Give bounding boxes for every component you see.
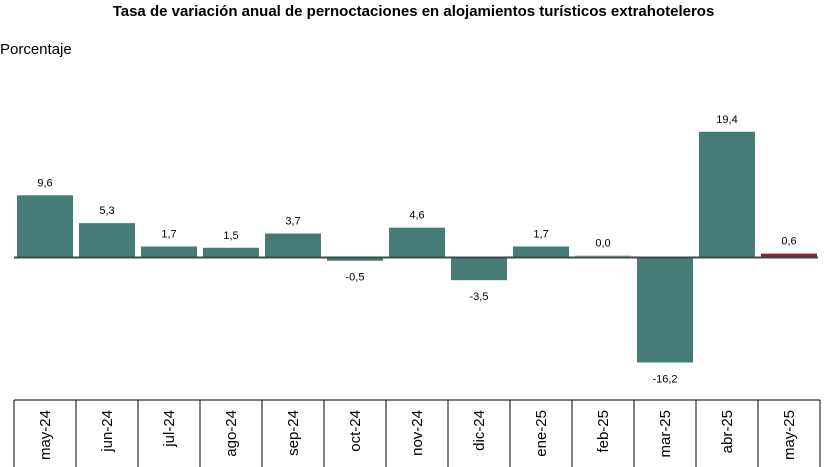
value-label-ene-25: 1,7 [533,228,548,240]
axis-layer [13,256,821,467]
value-label-may-25: 0,6 [781,236,796,248]
bar-sep-24 [265,233,321,258]
x-tick-label-jul-24: jul-24 [161,410,178,448]
value-label-may-24: 9,6 [37,177,52,189]
value-label-dic-24: -3,5 [470,291,489,303]
value-label-nov-24: 4,6 [409,210,424,222]
bar-jul-24 [141,246,197,258]
bar-ago-24 [203,247,259,258]
bar-mar-25 [637,257,693,363]
chart-title: Tasa de variación anual de pernoctacione… [112,3,715,20]
x-tick-label-sep-24: sep-24 [285,410,302,456]
value-label-mar-25: -16,2 [652,373,677,385]
value-label-abr-25: 19,4 [716,114,737,126]
bar-nov-24 [389,227,445,258]
value-label-oct-24: -0,5 [346,272,365,284]
x-tick-label-jun-24: jun-24 [99,410,116,453]
x-tick-label-dic-24: dic-24 [471,410,488,451]
x-tick-label-mar-25: mar-25 [657,410,674,458]
x-tick-label-oct-24: oct-24 [347,410,364,452]
x-tick-label-abr-25: abr-25 [719,410,736,453]
bar-abr-25 [699,131,755,258]
value-label-jul-24: 1,7 [161,228,176,240]
bar-ene-25 [513,246,569,258]
bar-oct-24 [327,257,383,261]
x-tick-label-feb-25: feb-25 [595,410,612,453]
value-label-sep-24: 3,7 [285,216,300,228]
y-axis-label: Porcentaje [0,41,72,58]
x-tick-label-ene-25: ene-25 [533,410,550,457]
bars-layer [17,131,817,363]
value-label-jun-24: 5,3 [99,205,114,217]
bar-may-25 [761,253,817,258]
x-tick-label-nov-24: nov-24 [409,410,426,456]
bar-dic-24 [451,257,507,281]
value-label-feb-25: 0,0 [595,238,610,250]
bar-may-24 [17,195,73,258]
labels-layer: 9,6 5,3 1,7 1,5 3,7 -0,5 4,6 -3,5 1,7 0,0 -16,2 19,… [37,114,798,460]
x-tick-label-may-25: may-25 [781,410,798,460]
x-tick-label-may-24: may-24 [37,410,54,460]
bar-jun-24 [79,223,135,258]
value-label-ago-24: 1,5 [223,230,238,242]
x-tick-label-ago-24: ago-24 [223,410,240,457]
